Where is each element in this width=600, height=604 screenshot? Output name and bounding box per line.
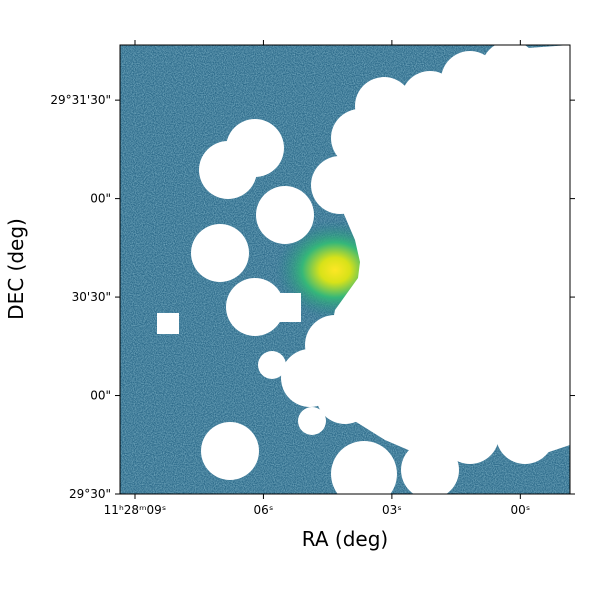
y-axis-title: DEC (deg)	[4, 218, 28, 320]
mask	[157, 45, 570, 494]
image	[120, 45, 570, 494]
x-tick-label: 03ˢ	[382, 503, 402, 517]
x-tick-label: 06ˢ	[254, 503, 274, 517]
y-tick-label: 29°31'30"	[50, 93, 111, 107]
axes-frame	[119, 44, 571, 495]
y-tick-label: 30'30"	[72, 290, 111, 304]
x-axis-title: RA (deg)	[302, 527, 388, 551]
x-tick-label: 11ʰ28ᵐ09ˢ	[104, 503, 167, 517]
x-tick-label: 00ˢ	[510, 503, 530, 517]
y-tick-label: 29°30"	[69, 487, 111, 501]
y-tick-label: 00"	[90, 192, 111, 206]
y-tick-label: 00"	[90, 389, 111, 403]
